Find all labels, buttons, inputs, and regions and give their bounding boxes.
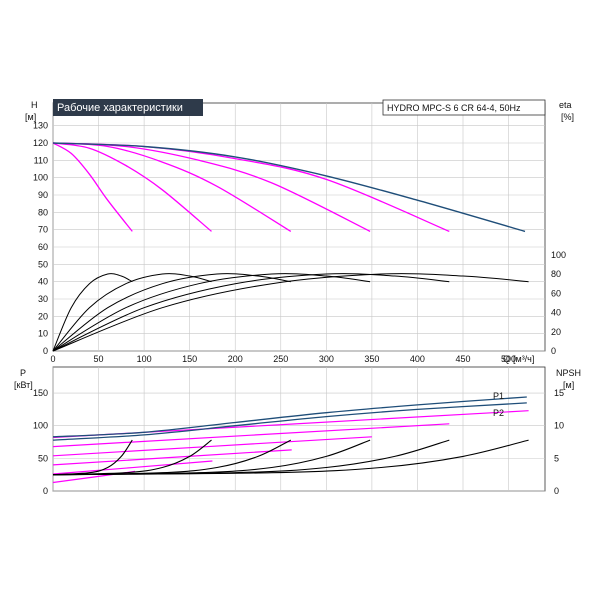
x-tick-label-450: 450 (455, 354, 470, 364)
h-tick-label-80: 80 (38, 207, 48, 217)
eta-tick-label-80: 80 (551, 269, 561, 279)
x-tick-label-250: 250 (273, 354, 288, 364)
axis-layer: 0 50 100 150 200 250 300 350 400 450 5000102030405… (33, 121, 566, 496)
curve-layer (52, 142, 529, 484)
eta-tick-label-40: 40 (551, 308, 561, 318)
x-tick-label-200: 200 (228, 354, 243, 364)
h-tick-label-90: 90 (38, 190, 48, 200)
eta-tick-label-20: 20 (551, 327, 561, 337)
power-series-p1 (52, 396, 527, 438)
h-tick-label-50: 50 (38, 259, 48, 269)
eff-curve-2 (52, 273, 212, 352)
h-tick-label-120: 120 (33, 138, 48, 148)
npsh-tick-label-0: 0 (554, 486, 559, 496)
x-tick-label-150: 150 (182, 354, 197, 364)
eta-tick-label-100: 100 (551, 250, 566, 260)
y-axis-unit-p: [кВт] (14, 380, 33, 390)
head-curve-1 (52, 142, 133, 232)
eta-tick-label-60: 60 (551, 288, 561, 298)
x-tick-label-50: 50 (94, 354, 104, 364)
x-tick-label-300: 300 (319, 354, 334, 364)
y2-axis-unit-eta: [%] (561, 112, 574, 122)
eff-curve-4 (52, 273, 371, 352)
y-axis-label-p: P (20, 368, 26, 378)
x-tick-label-100: 100 (137, 354, 152, 364)
x-tick-label-500: 500 (501, 354, 516, 364)
power-series-p2 (52, 402, 527, 441)
y2-axis-unit-npsh: [м] (563, 380, 574, 390)
p-tick-label-150: 150 (33, 388, 48, 398)
npsh-tick-label-10: 10 (554, 421, 564, 431)
x-tick-label-0: 0 (50, 354, 55, 364)
h-tick-label-130: 130 (33, 121, 48, 131)
p-tick-label-0: 0 (43, 486, 48, 496)
pump-label: HYDRO MPC-S 6 CR 64-4, 50Hz (387, 103, 521, 113)
y2-axis-label-npsh: NPSH (556, 368, 581, 378)
p-tick-label-50: 50 (38, 453, 48, 463)
p-tick-label-100: 100 (33, 421, 48, 431)
h-tick-label-20: 20 (38, 311, 48, 321)
x-tick-label-400: 400 (410, 354, 425, 364)
npsh-tick-label-5: 5 (554, 453, 559, 463)
h-tick-label-60: 60 (38, 242, 48, 252)
series-label-p1: P1 (493, 391, 504, 401)
npsh-curve-6 (52, 439, 529, 476)
eff-curve-3 (52, 273, 291, 352)
h-tick-label-110: 110 (34, 155, 48, 165)
eff-curve-5 (52, 273, 450, 352)
y-axis-label-h: H (31, 100, 38, 110)
power-curve-5 (52, 423, 450, 448)
h-tick-label-10: 10 (38, 329, 48, 339)
eta-tick-label-0: 0 (551, 346, 556, 356)
series-label-p2: P2 (493, 408, 504, 418)
x-tick-label-350: 350 (364, 354, 379, 364)
x-axis-unit-q: [м³/ч] (513, 354, 534, 364)
pump-label-box (382, 99, 546, 116)
eff-curve-1 (52, 273, 133, 352)
npsh-tick-label-15: 15 (554, 388, 564, 398)
h-tick-label-40: 40 (38, 277, 48, 287)
y2-axis-label-eta: eta (559, 100, 572, 110)
eff-curve-6 (52, 273, 529, 352)
power-curve-2 (52, 460, 213, 475)
power-curve-3 (52, 449, 292, 466)
head-curve-2 (52, 142, 212, 232)
h-tick-label-70: 70 (38, 225, 48, 235)
head-curve-all (52, 142, 526, 233)
top-plot-frame (52, 102, 546, 352)
npsh-curve-1 (52, 439, 133, 476)
chart-title: Рабочие характеристики (57, 102, 183, 114)
h-tick-label-100: 100 (33, 173, 48, 183)
y-axis-unit-h: [м] (25, 112, 36, 122)
h-tick-label-0: 0 (43, 346, 48, 356)
chart-title-box (53, 99, 203, 116)
h-tick-label-30: 30 (38, 294, 48, 304)
power-curve-4 (52, 436, 372, 457)
x-axis-label-q: Q (503, 354, 510, 364)
